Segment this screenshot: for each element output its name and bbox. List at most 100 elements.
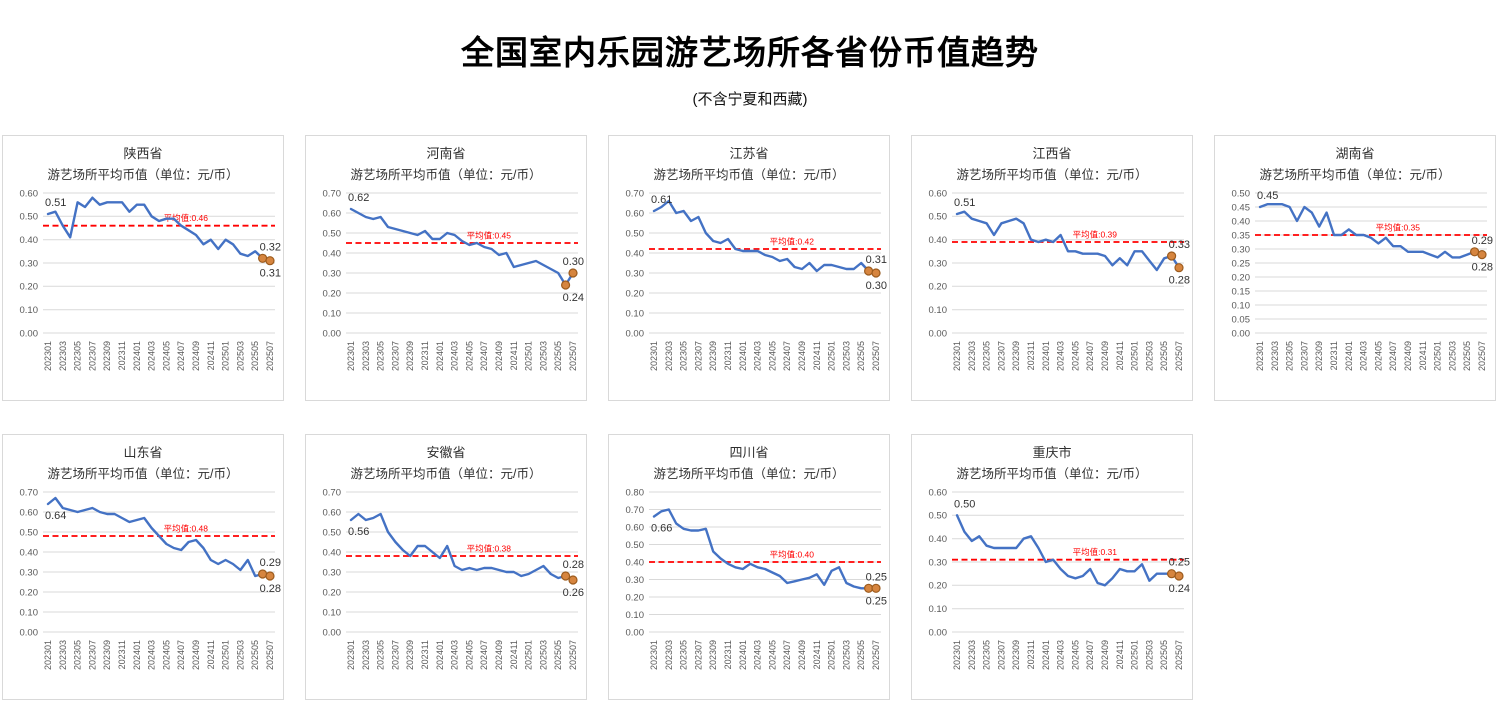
chart-title: 陕西省 [123, 146, 163, 161]
svg-text:202307: 202307 [87, 640, 97, 670]
chart-subtitle: 游艺场所平均币值（单位：元/币） [956, 168, 1148, 182]
svg-text:202507: 202507 [1477, 341, 1487, 371]
svg-text:202407: 202407 [1085, 640, 1095, 670]
chart-panel-jiangxi: 江西省 游艺场所平均币值（单位：元/币） 0.00 0.10 0.20 0.30 0.4… [911, 135, 1193, 401]
page-subtitle: (不含宁夏和西藏) [692, 91, 808, 108]
svg-text:平均值:0.31: 平均值:0.31 [1073, 547, 1118, 557]
svg-text:0.60: 0.60 [626, 208, 645, 219]
chart-panel-anhui: 安徽省 游艺场所平均币值（单位：元/币） 0.00 0.10 0.20 0.30 0.4… [305, 434, 587, 700]
svg-text:202301: 202301 [43, 640, 53, 670]
svg-text:202307: 202307 [87, 341, 97, 371]
svg-text:平均值:0.45: 平均值:0.45 [467, 231, 512, 241]
svg-text:202305: 202305 [1285, 341, 1295, 371]
svg-text:0.25: 0.25 [1169, 557, 1190, 569]
svg-text:202305: 202305 [73, 640, 83, 670]
svg-text:0.00: 0.00 [323, 328, 342, 339]
svg-text:0.10: 0.10 [20, 607, 39, 618]
svg-text:0.66: 0.66 [651, 523, 672, 535]
chart-subtitle: 游艺场所平均币值（单位：元/币） [47, 168, 239, 182]
svg-text:202507: 202507 [568, 341, 578, 371]
chart-panel-hunan: 湖南省 游艺场所平均币值（单位：元/币） 0.00 0.05 0.10 0.15 0.2… [1214, 135, 1496, 401]
svg-text:202311: 202311 [723, 341, 733, 370]
chart-panel-shaanxi: 陕西省 游艺场所平均币值（单位：元/币） 0.00 0.10 0.20 0.30 0.4… [2, 135, 284, 401]
chart-title: 重庆市 [1032, 445, 1072, 460]
chart-panel-henan: 河南省 游艺场所平均币值（单位：元/币） 0.00 0.10 0.20 0.30 0.4… [305, 135, 587, 401]
svg-text:202411: 202411 [812, 640, 822, 669]
svg-text:0.00: 0.00 [929, 627, 948, 638]
svg-text:202405: 202405 [161, 640, 171, 670]
svg-text:202403: 202403 [450, 640, 460, 670]
svg-text:0.60: 0.60 [323, 208, 342, 219]
svg-text:202309: 202309 [1011, 341, 1021, 371]
svg-text:202505: 202505 [856, 341, 866, 371]
svg-text:202503: 202503 [1144, 640, 1154, 670]
svg-text:0.28: 0.28 [1472, 262, 1493, 274]
chart-subtitle: 游艺场所平均币值（单位：元/币） [350, 467, 542, 481]
svg-text:202501: 202501 [221, 341, 231, 371]
chart-subtitle: 游艺场所平均币值（单位：元/币） [653, 168, 845, 182]
svg-text:202411: 202411 [1115, 341, 1125, 370]
svg-text:202309: 202309 [1314, 341, 1324, 371]
svg-text:平均值:0.39: 平均值:0.39 [1073, 230, 1118, 240]
svg-text:0.30: 0.30 [866, 280, 887, 292]
svg-text:0.10: 0.10 [929, 305, 948, 316]
chart-subtitle: 游艺场所平均币值（单位：元/币） [956, 467, 1148, 481]
chart-subtitle: 游艺场所平均币值（单位：元/币） [47, 467, 239, 481]
svg-text:0.50: 0.50 [323, 527, 342, 538]
svg-text:202503: 202503 [538, 341, 548, 371]
svg-text:0.64: 0.64 [45, 510, 66, 522]
svg-text:202409: 202409 [1100, 341, 1110, 371]
svg-text:202411: 202411 [206, 640, 216, 669]
svg-text:0.45: 0.45 [1257, 190, 1278, 202]
svg-text:0.50: 0.50 [929, 511, 948, 522]
svg-text:202309: 202309 [708, 640, 718, 670]
svg-text:0.40: 0.40 [1232, 216, 1251, 227]
svg-text:202507: 202507 [265, 341, 275, 371]
svg-text:202307: 202307 [693, 640, 703, 670]
svg-text:202407: 202407 [1085, 341, 1095, 371]
svg-text:0.50: 0.50 [929, 212, 948, 223]
svg-text:202411: 202411 [812, 341, 822, 370]
svg-text:202505: 202505 [1159, 341, 1169, 371]
svg-text:平均值:0.40: 平均值:0.40 [770, 550, 815, 560]
svg-text:0.33: 0.33 [1169, 239, 1190, 251]
svg-text:202303: 202303 [361, 640, 371, 670]
svg-text:202505: 202505 [856, 640, 866, 670]
svg-text:0.28: 0.28 [563, 559, 584, 571]
svg-text:0.40: 0.40 [323, 547, 342, 558]
svg-text:202411: 202411 [1115, 640, 1125, 669]
svg-text:202411: 202411 [206, 341, 216, 370]
svg-text:202309: 202309 [1011, 640, 1021, 670]
svg-text:202401: 202401 [435, 341, 445, 371]
svg-text:0.25: 0.25 [1232, 258, 1251, 269]
chart-title: 安徽省 [426, 445, 466, 460]
svg-text:0.45: 0.45 [1232, 202, 1251, 213]
svg-text:202407: 202407 [479, 640, 489, 670]
svg-text:202405: 202405 [464, 341, 474, 371]
svg-text:202409: 202409 [494, 341, 504, 371]
page-title: 全国室内乐园游艺场所各省份币值趋势 [461, 34, 1039, 71]
svg-text:0.24: 0.24 [563, 292, 584, 304]
svg-text:202501: 202501 [827, 640, 837, 670]
svg-text:0.30: 0.30 [626, 575, 645, 586]
svg-text:202505: 202505 [250, 640, 260, 670]
svg-text:0.25: 0.25 [866, 571, 887, 583]
svg-text:202311: 202311 [420, 341, 430, 370]
svg-text:0.20: 0.20 [626, 592, 645, 603]
chart-title: 山东省 [123, 445, 163, 460]
svg-text:202311: 202311 [1026, 341, 1036, 370]
svg-text:0.40: 0.40 [20, 547, 39, 558]
svg-text:202409: 202409 [1100, 640, 1110, 670]
chart-subtitle: 游艺场所平均币值（单位：元/币） [1259, 168, 1451, 182]
svg-text:0.20: 0.20 [1232, 272, 1251, 283]
svg-text:0.40: 0.40 [626, 248, 645, 259]
svg-text:202301: 202301 [43, 341, 53, 371]
svg-text:202401: 202401 [132, 341, 142, 371]
svg-text:0.20: 0.20 [20, 282, 39, 293]
svg-text:0.30: 0.30 [20, 567, 39, 578]
svg-text:202507: 202507 [871, 640, 881, 670]
svg-text:202311: 202311 [420, 640, 430, 669]
svg-text:0.30: 0.30 [323, 567, 342, 578]
svg-text:0.10: 0.10 [626, 308, 645, 319]
svg-text:202309: 202309 [405, 640, 415, 670]
